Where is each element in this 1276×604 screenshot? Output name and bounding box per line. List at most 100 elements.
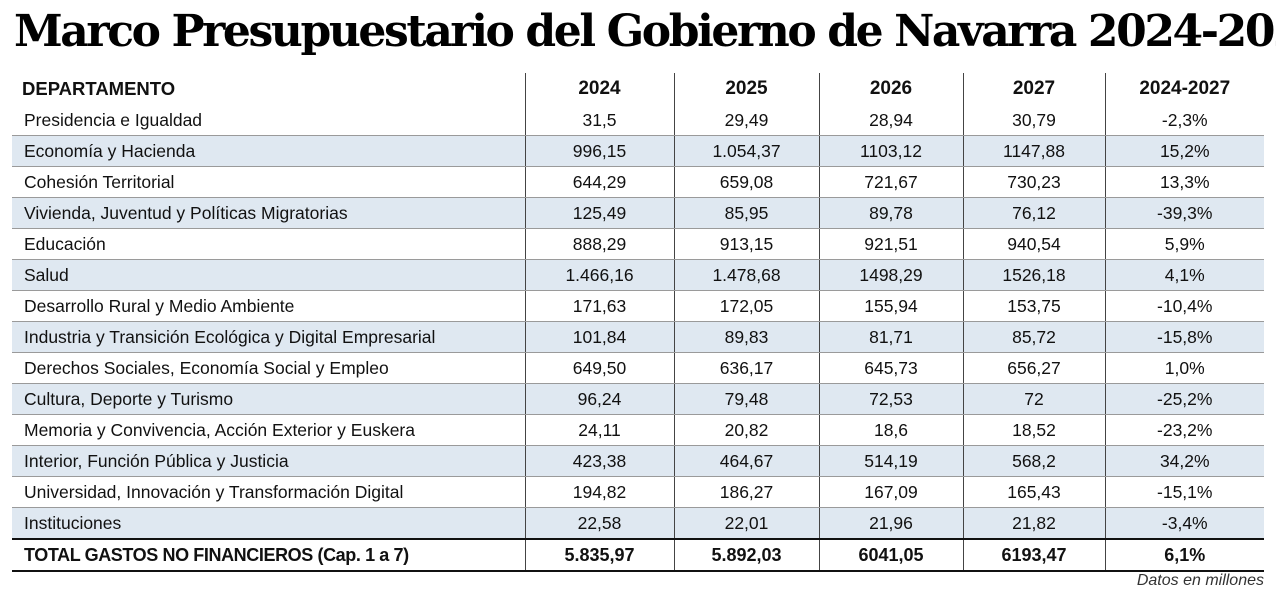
- cell-department: Industria y Transición Ecológica y Digit…: [12, 321, 525, 353]
- table-row: Cultura, Deporte y Turismo 96,24 79,48 72,5…: [12, 383, 1264, 415]
- cell-value-2025: 29,49: [673, 105, 819, 136]
- cell-value-2026: 81,71: [818, 321, 963, 353]
- cell-value-2027: 656,27: [962, 352, 1105, 384]
- cell-value-2025: 464,67: [673, 445, 819, 477]
- header-2027: 2027: [962, 73, 1105, 105]
- total-label: TOTAL GASTOS NO FINANCIEROS (Cap. 1 a 7): [12, 538, 525, 572]
- page-title: Marco Presupuestario del Gobierno de Nav…: [14, 6, 1276, 57]
- cell-value-2024: 644,29: [524, 166, 674, 198]
- cell-department: Vivienda, Juventud y Políticas Migratori…: [12, 197, 525, 229]
- cell-department: Cohesión Territorial: [12, 166, 525, 198]
- cell-variation: -10,4%: [1104, 290, 1264, 322]
- cell-department: Salud: [12, 259, 525, 291]
- table-row: Interior, Función Pública y Justicia 423,…: [12, 445, 1264, 477]
- table-row: Instituciones 22,58 22,01 21,96 21,82 -3,4%: [12, 507, 1264, 539]
- cell-variation: 15,2%: [1104, 135, 1264, 167]
- cell-value-2024: 649,50: [524, 352, 674, 384]
- cell-value-2027: 568,2: [962, 445, 1105, 477]
- cell-value-2026: 155,94: [818, 290, 963, 322]
- cell-value-2024: 24,11: [524, 414, 674, 446]
- cell-value-2025: 172,05: [673, 290, 819, 322]
- header-2026: 2026: [818, 73, 963, 105]
- cell-value-2026: 721,67: [818, 166, 963, 198]
- cell-variation: -23,2%: [1104, 414, 1264, 446]
- cell-value-2025: 22,01: [673, 507, 819, 539]
- cell-department: Memoria y Convivencia, Acción Exterior y…: [12, 414, 525, 446]
- cell-value-2024: 194,82: [524, 476, 674, 508]
- cell-value-2025: 85,95: [673, 197, 819, 229]
- cell-value-2026: 921,51: [818, 228, 963, 260]
- total-variation: 6,1%: [1104, 538, 1264, 572]
- total-2027: 6193,47: [962, 538, 1105, 572]
- cell-value-2027: 85,72: [962, 321, 1105, 353]
- cell-department: Universidad, Innovación y Transformación…: [12, 476, 525, 508]
- cell-department: Economía y Hacienda: [12, 135, 525, 167]
- cell-value-2024: 888,29: [524, 228, 674, 260]
- cell-value-2027: 730,23: [962, 166, 1105, 198]
- table-row: Desarrollo Rural y Medio Ambiente 171,63 1…: [12, 290, 1264, 322]
- cell-department: Cultura, Deporte y Turismo: [12, 383, 525, 415]
- header-2024: 2024: [524, 73, 674, 105]
- table-row: Salud 1.466,16 1.478,68 1498,29 1526,18 4,1%: [12, 259, 1264, 291]
- cell-variation: 13,3%: [1104, 166, 1264, 198]
- cell-variation: -3,4%: [1104, 507, 1264, 539]
- cell-value-2024: 22,58: [524, 507, 674, 539]
- cell-variation: -25,2%: [1104, 383, 1264, 415]
- cell-value-2026: 514,19: [818, 445, 963, 477]
- cell-value-2027: 18,52: [962, 414, 1105, 446]
- cell-variation: -15,1%: [1104, 476, 1264, 508]
- table-header-row: DEPARTAMENTO 2024 2025 2026 2027 2024-20…: [12, 73, 1264, 105]
- cell-value-2025: 636,17: [673, 352, 819, 384]
- footnote: Datos en millones: [1136, 572, 1264, 589]
- cell-value-2026: 645,73: [818, 352, 963, 384]
- table-row: Cohesión Territorial 644,29 659,08 721,67 73…: [12, 166, 1264, 198]
- cell-value-2026: 28,94: [818, 105, 963, 136]
- cell-department: Instituciones: [12, 507, 525, 539]
- header-department: DEPARTAMENTO: [22, 78, 176, 99]
- cell-value-2025: 1.478,68: [673, 259, 819, 291]
- cell-value-2025: 659,08: [673, 166, 819, 198]
- cell-value-2027: 30,79: [962, 105, 1105, 136]
- cell-variation: 4,1%: [1104, 259, 1264, 291]
- cell-value-2027: 76,12: [962, 197, 1105, 229]
- cell-variation: -2,3%: [1104, 105, 1264, 136]
- cell-value-2024: 101,84: [524, 321, 674, 353]
- total-2026: 6041,05: [818, 538, 963, 572]
- cell-value-2026: 18,6: [818, 414, 963, 446]
- cell-value-2027: 940,54: [962, 228, 1105, 260]
- cell-department: Desarrollo Rural y Medio Ambiente: [12, 290, 525, 322]
- cell-value-2027: 21,82: [962, 507, 1105, 539]
- cell-value-2026: 72,53: [818, 383, 963, 415]
- cell-value-2024: 996,15: [524, 135, 674, 167]
- table-row: Universidad, Innovación y Transformación…: [12, 476, 1264, 508]
- table-row: Memoria y Convivencia, Acción Exterior y…: [12, 414, 1264, 446]
- table-row: Presidencia e Igualdad 31,5 29,49 28,94 30,7…: [12, 105, 1264, 136]
- cell-value-2024: 96,24: [524, 383, 674, 415]
- cell-value-2025: 79,48: [673, 383, 819, 415]
- cell-value-2025: 913,15: [673, 228, 819, 260]
- cell-variation: 5,9%: [1104, 228, 1264, 260]
- cell-variation: 1,0%: [1104, 352, 1264, 384]
- header-2025: 2025: [673, 73, 819, 105]
- cell-department: Presidencia e Igualdad: [12, 105, 525, 136]
- cell-variation: -39,3%: [1104, 197, 1264, 229]
- table-row: Economía y Hacienda 996,15 1.054,37 1103,12…: [12, 135, 1264, 167]
- cell-variation: 34,2%: [1104, 445, 1264, 477]
- cell-department: Interior, Función Pública y Justicia: [12, 445, 525, 477]
- cell-value-2024: 125,49: [524, 197, 674, 229]
- total-2024: 5.835,97: [524, 538, 674, 572]
- cell-value-2024: 171,63: [524, 290, 674, 322]
- table-row: Educación 888,29 913,15 921,51 940,54 5,9%: [12, 228, 1264, 260]
- cell-value-2026: 1498,29: [818, 259, 963, 291]
- cell-value-2025: 89,83: [673, 321, 819, 353]
- cell-value-2025: 20,82: [673, 414, 819, 446]
- table-row: Industria y Transición Ecológica y Digit…: [12, 321, 1264, 353]
- cell-value-2026: 1103,12: [818, 135, 963, 167]
- table-row: Vivienda, Juventud y Políticas Migratori…: [12, 197, 1264, 229]
- header-variation: 2024-2027: [1104, 73, 1264, 105]
- table-row: Derechos Sociales, Economía Social y Emp…: [12, 352, 1264, 384]
- cell-value-2027: 1147,88: [962, 135, 1105, 167]
- cell-value-2027: 1526,18: [962, 259, 1105, 291]
- cell-department: Derechos Sociales, Economía Social y Emp…: [12, 352, 525, 384]
- cell-value-2025: 186,27: [673, 476, 819, 508]
